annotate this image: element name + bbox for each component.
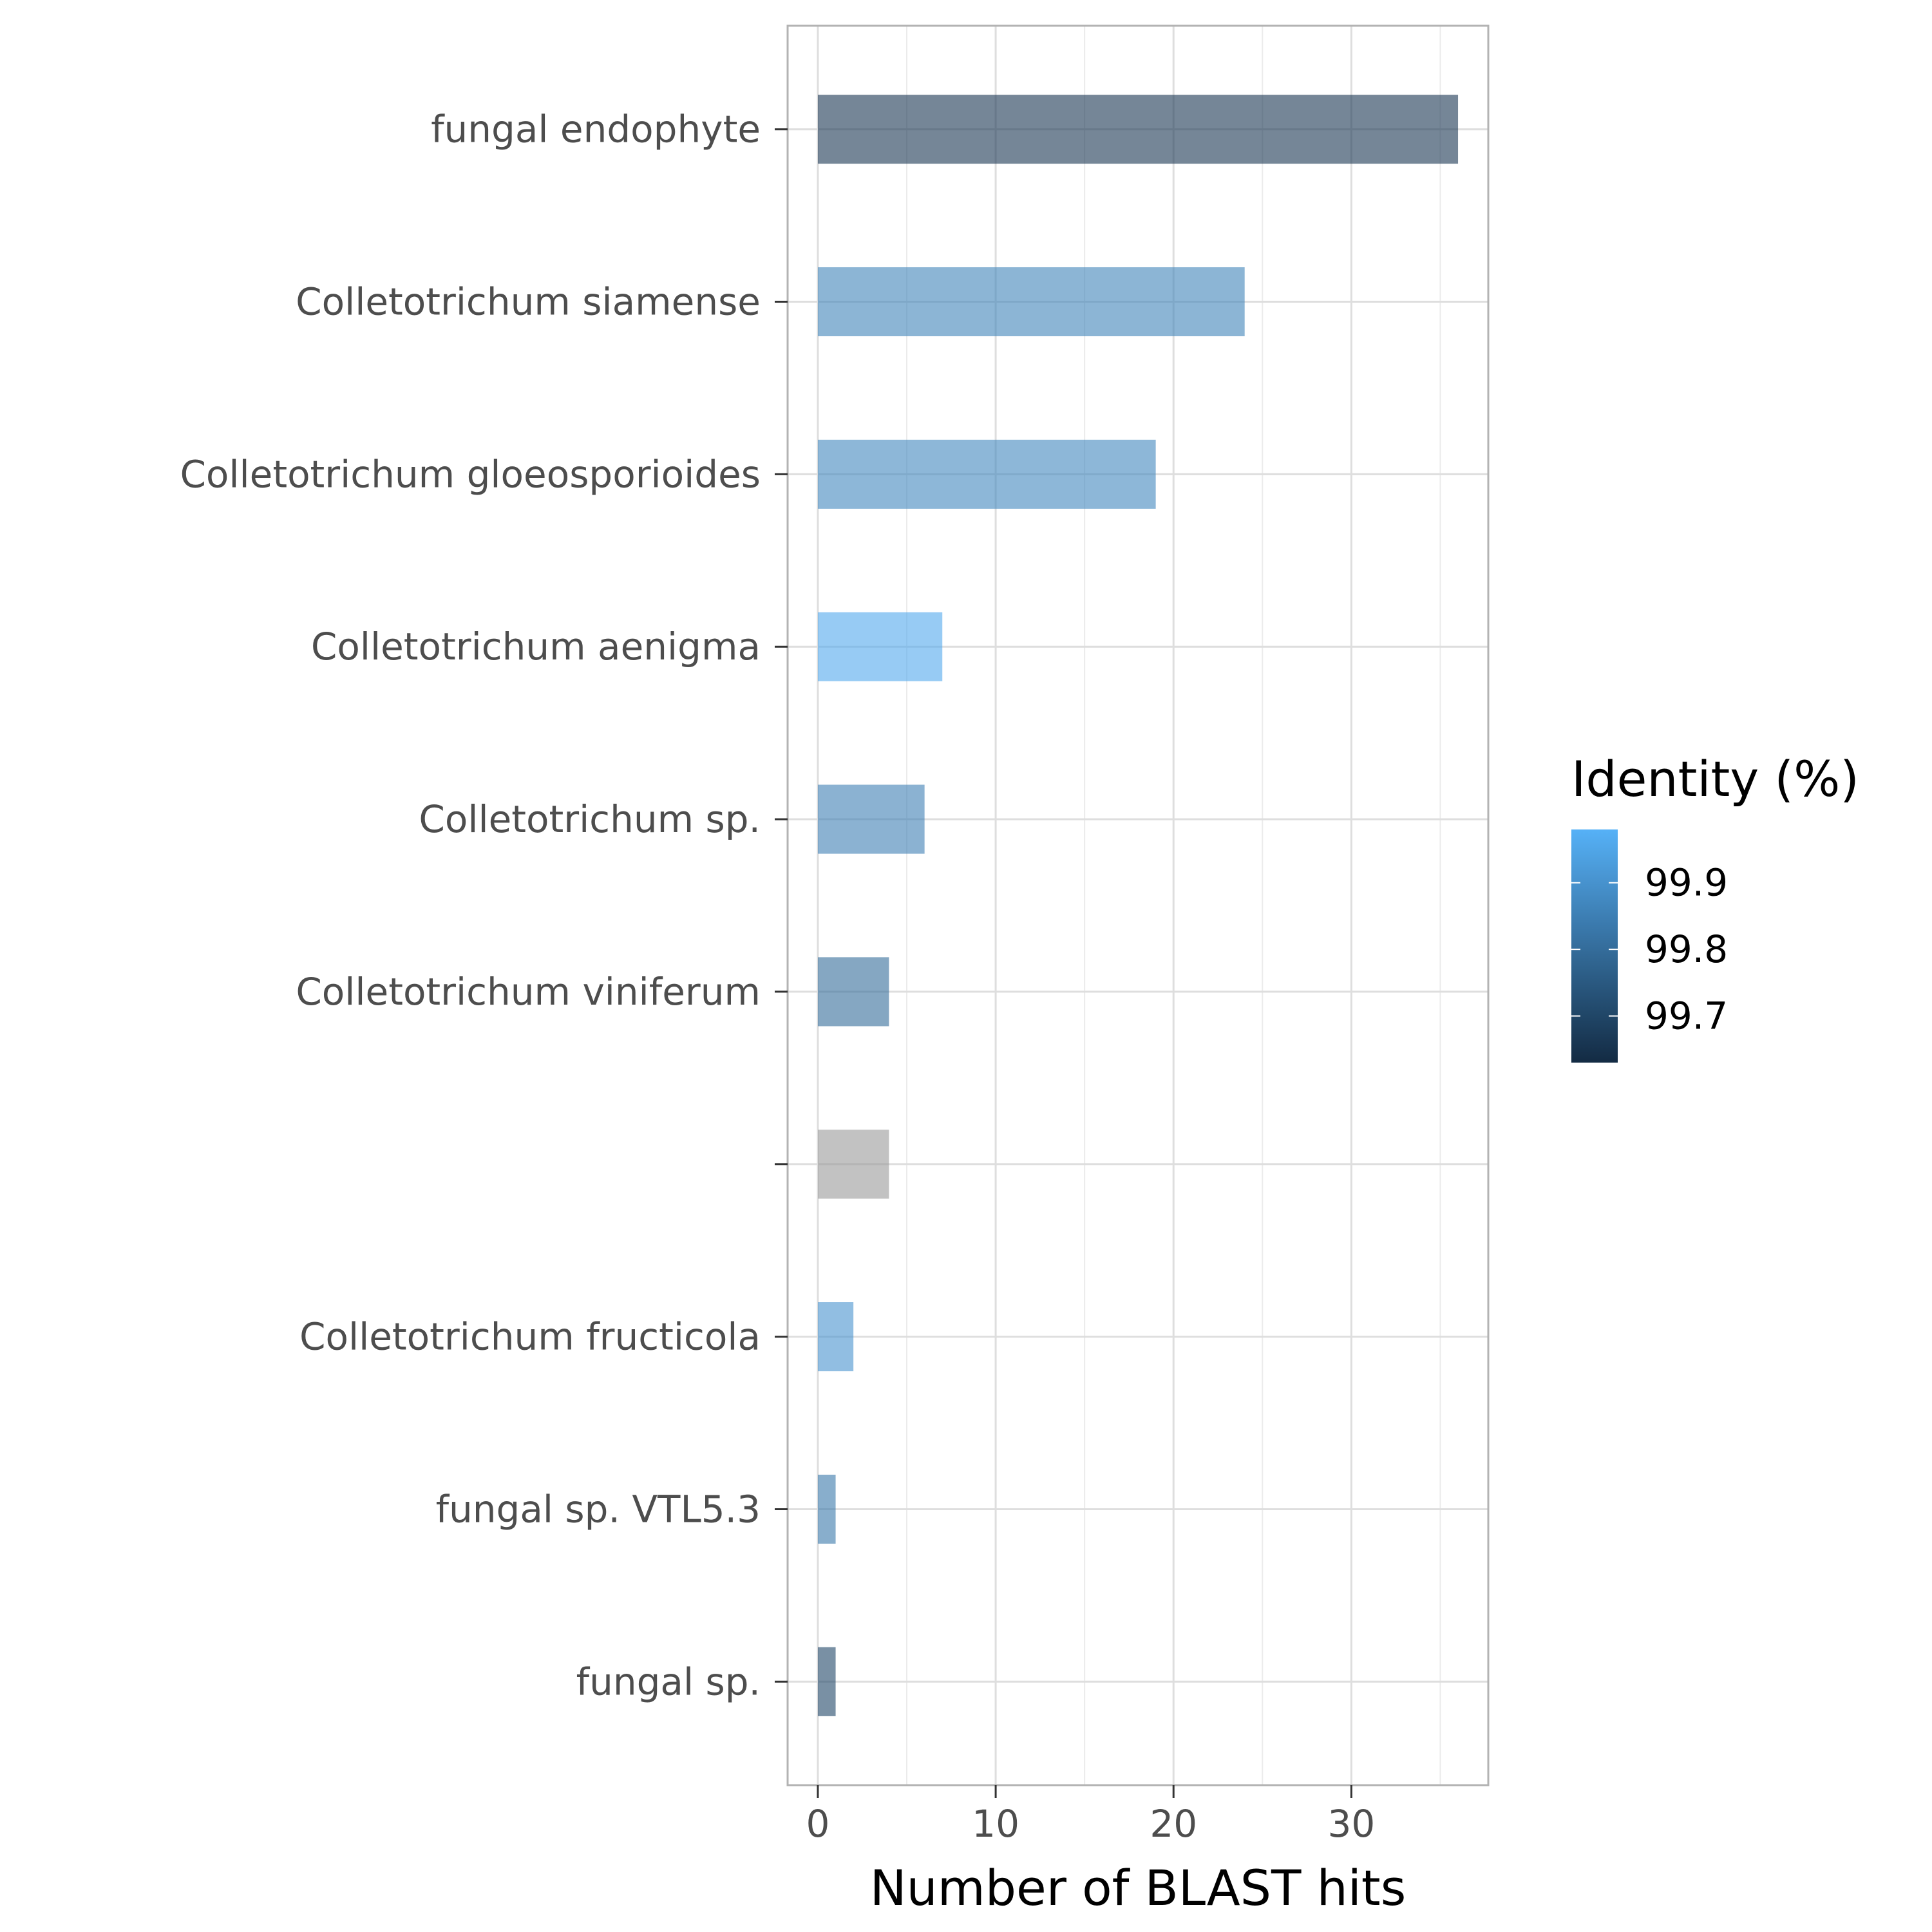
legend-ticks: 99.9 99.8 99.7 bbox=[1571, 861, 1728, 1038]
bar-fungal-sp-vtl5-3 bbox=[817, 1474, 836, 1544]
legend-tick-label: 99.9 bbox=[1645, 861, 1728, 905]
y-tick-label: fungal sp. VTL5.3 bbox=[436, 1487, 761, 1531]
x-tick-label: 10 bbox=[972, 1802, 1019, 1846]
bar-fungal-sp bbox=[817, 1647, 836, 1716]
x-tick-label: 0 bbox=[806, 1802, 829, 1846]
x-tick-label: 30 bbox=[1327, 1802, 1375, 1846]
x-tick-label: 20 bbox=[1150, 1802, 1197, 1846]
y-tick-label: fungal endophyte bbox=[431, 108, 761, 151]
legend: Identity (%) 99.9 99.8 99.7 bbox=[1571, 750, 1859, 1063]
bars bbox=[817, 95, 1459, 1716]
y-axis-ticks: fungal endophyte Colletotrichum siamense C… bbox=[180, 108, 788, 1703]
bar-colletotrichum-siamense bbox=[817, 267, 1245, 337]
bar-colletotrichum-sp bbox=[817, 784, 925, 854]
bar-fungal-endophyte bbox=[817, 95, 1459, 164]
y-tick-label: Colletotrichum aenigma bbox=[311, 625, 761, 668]
bar-colletotrichum-aenigma bbox=[817, 612, 943, 681]
bar-colletotrichum-gloeosporioides bbox=[817, 439, 1156, 509]
legend-colorbar bbox=[1571, 829, 1618, 1063]
legend-tick-label: 99.8 bbox=[1645, 927, 1728, 971]
y-tick-label: Colletotrichum siamense bbox=[296, 280, 761, 324]
y-tick-label: Colletotrichum viniferum bbox=[296, 970, 761, 1014]
bar-unlabeled bbox=[817, 1130, 889, 1199]
bar-colletotrichum-viniferum bbox=[817, 957, 889, 1027]
y-tick-label: Colletotrichum sp. bbox=[419, 797, 761, 841]
x-axis-ticks: 0 10 20 30 bbox=[806, 1785, 1375, 1846]
panel-border bbox=[786, 24, 1490, 1786]
bar-colletotrichum-fructicola bbox=[817, 1302, 854, 1372]
y-tick-label: fungal sp. bbox=[576, 1660, 761, 1703]
y-tick-label: Colletotrichum gloeosporioides bbox=[180, 452, 761, 496]
legend-title: Identity (%) bbox=[1571, 750, 1859, 808]
x-axis-title: Number of BLAST hits bbox=[870, 1859, 1406, 1917]
y-tick-label: Colletotrichum fructicola bbox=[299, 1315, 761, 1359]
legend-tick-label: 99.7 bbox=[1645, 994, 1728, 1038]
